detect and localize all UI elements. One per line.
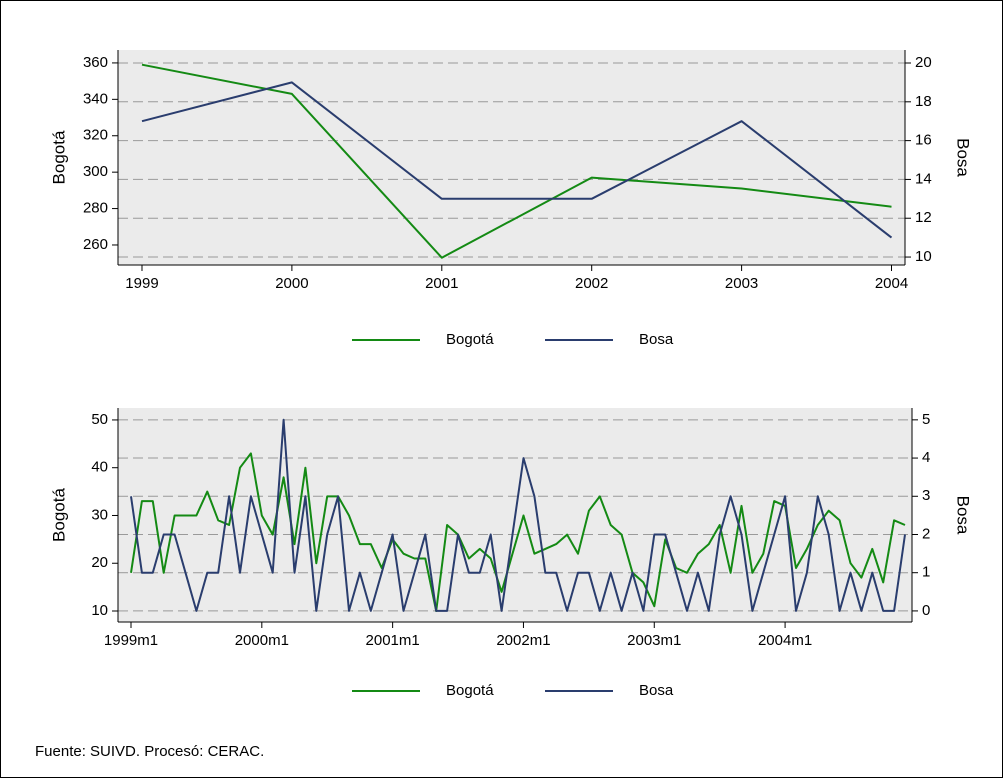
y-tick-label: 20 <box>91 554 108 571</box>
y2-tick-label: 3 <box>922 487 930 504</box>
y-tick-label: 280 <box>83 200 108 217</box>
y-tick-label: 300 <box>83 163 108 180</box>
y-tick-label: 340 <box>83 90 108 107</box>
x-tick-label: 2004 <box>875 275 908 292</box>
x-tick-label: 1999m1 <box>104 632 158 649</box>
x-tick-label: 2003 <box>725 275 758 292</box>
y2-tick-label: 2 <box>922 525 930 542</box>
y2-axis-title: Bosa <box>954 496 973 535</box>
legend-label: Bogotá <box>446 682 494 699</box>
y-tick-label: 360 <box>83 54 108 71</box>
series-line <box>141 81 893 239</box>
y2-tick-label: 14 <box>915 170 932 187</box>
y-tick-label: 30 <box>91 506 108 523</box>
series-line <box>130 452 906 612</box>
x-tick-label: 2000 <box>275 275 308 292</box>
legend-label: Bogotá <box>446 331 494 348</box>
y-tick-label: 50 <box>91 411 108 428</box>
source-note: Fuente: SUIVD. Procesó: CERAC. <box>35 743 264 760</box>
y2-tick-label: 20 <box>915 54 932 71</box>
y2-tick-label: 16 <box>915 132 932 149</box>
y2-tick-label: 10 <box>915 248 932 265</box>
y2-tick-label: 1 <box>922 564 930 581</box>
x-tick-label: 2001m1 <box>366 632 420 649</box>
series-line <box>130 418 906 612</box>
y2-tick-label: 5 <box>922 411 930 428</box>
x-tick-label: 2001 <box>425 275 458 292</box>
y-tick-label: 40 <box>91 459 108 476</box>
legend-label: Bosa <box>639 331 674 348</box>
y2-tick-label: 12 <box>915 209 932 226</box>
x-tick-label: 1999 <box>125 275 158 292</box>
y2-tick-label: 4 <box>922 449 930 466</box>
y-tick-label: 320 <box>83 127 108 144</box>
x-tick-label: 2000m1 <box>235 632 289 649</box>
y2-tick-label: 18 <box>915 93 932 110</box>
legend-label: Bosa <box>639 682 674 699</box>
y2-axis-title: Bosa <box>954 138 973 177</box>
x-tick-label: 2002 <box>575 275 608 292</box>
y-axis-title: Bogotá <box>49 488 68 542</box>
x-tick-label: 2003m1 <box>627 632 681 649</box>
y-tick-label: 260 <box>83 236 108 253</box>
x-tick-label: 2002m1 <box>496 632 550 649</box>
y2-tick-label: 0 <box>922 602 930 619</box>
y-axis-title: Bogotá <box>49 130 68 184</box>
y-tick-label: 10 <box>91 602 108 619</box>
x-tick-label: 2004m1 <box>758 632 812 649</box>
